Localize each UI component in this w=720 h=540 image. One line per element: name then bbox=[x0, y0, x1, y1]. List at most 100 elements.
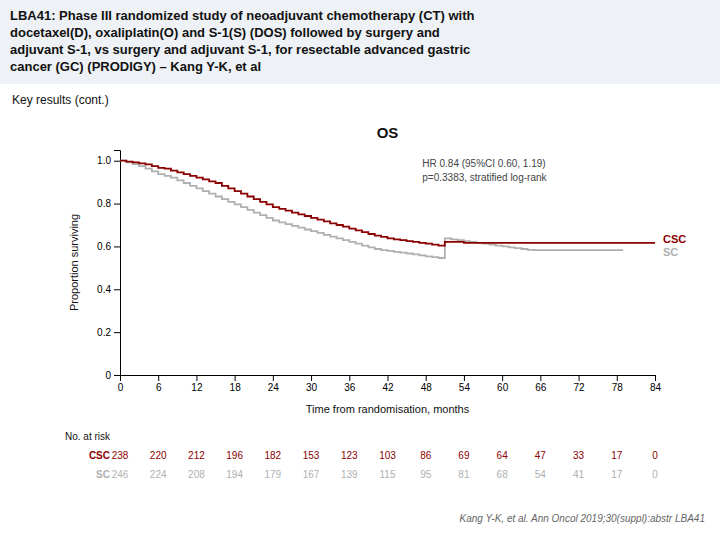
series-line bbox=[120, 161, 655, 246]
x-tick-label: 18 bbox=[230, 382, 242, 393]
at-risk-value: 33 bbox=[573, 450, 585, 461]
at-risk-value: 212 bbox=[188, 450, 205, 461]
at-risk-value: 196 bbox=[226, 450, 243, 461]
y-tick: 0.6 bbox=[97, 241, 120, 252]
x-tick-label: 12 bbox=[191, 382, 203, 393]
x-tick: 18 bbox=[230, 375, 242, 393]
y-tick-mark bbox=[114, 161, 120, 162]
y-tick-label: 0.6 bbox=[97, 241, 111, 252]
page-title: LBA41: Phase III randomized study of neo… bbox=[10, 8, 475, 74]
y-tick: 0.2 bbox=[97, 327, 120, 338]
x-tick-label: 48 bbox=[421, 382, 433, 393]
y-axis-title: Proportion surviving bbox=[68, 214, 80, 311]
at-risk-value: 103 bbox=[379, 450, 396, 461]
x-tick: 42 bbox=[382, 375, 394, 393]
x-tick-label: 60 bbox=[497, 382, 509, 393]
x-tick-label: 42 bbox=[382, 382, 394, 393]
x-tick-mark bbox=[196, 375, 197, 381]
at-risk-value: 54 bbox=[535, 469, 547, 480]
x-tick-mark bbox=[502, 375, 503, 381]
footnote: Kang Y-K, et al. Ann Oncol 2019;30(suppl… bbox=[459, 513, 705, 524]
x-tick-label: 6 bbox=[156, 382, 162, 393]
y-tick-mark bbox=[114, 289, 120, 290]
x-tick: 12 bbox=[191, 375, 203, 393]
x-tick-mark bbox=[388, 375, 389, 381]
x-tick: 36 bbox=[344, 375, 356, 393]
plot-title: OS bbox=[377, 124, 399, 141]
at-risk-row-label: SC bbox=[96, 469, 110, 480]
annotation-line: HR 0.84 (95%CI 0.60, 1.19) bbox=[422, 158, 545, 169]
x-tick-mark bbox=[464, 375, 465, 381]
at-risk-row-label: CSC bbox=[89, 450, 110, 461]
x-tick: 84 bbox=[650, 375, 662, 393]
at-risk-title: No. at risk bbox=[65, 431, 111, 442]
y-tick: 0 bbox=[105, 370, 120, 381]
x-tick-label: 54 bbox=[459, 382, 471, 393]
at-risk-value: 123 bbox=[341, 450, 358, 461]
x-tick: 72 bbox=[574, 375, 586, 393]
at-risk-value: 69 bbox=[458, 450, 470, 461]
at-risk-value: 208 bbox=[188, 469, 205, 480]
y-tick: 0.8 bbox=[97, 198, 120, 209]
y-tick-mark bbox=[114, 332, 120, 333]
page-title-line: docetaxel(D), oxaliplatin(O) and S-1(S) … bbox=[10, 25, 440, 40]
y-tick-label: 0.4 bbox=[97, 284, 111, 295]
x-tick-mark bbox=[579, 375, 580, 381]
y-tick: 0.4 bbox=[97, 284, 120, 295]
at-risk-value: 95 bbox=[420, 469, 432, 480]
at-risk-value: 246 bbox=[112, 469, 129, 480]
at-risk-value: 68 bbox=[497, 469, 509, 480]
plot-marks bbox=[120, 161, 655, 258]
page-title-line: LBA41: Phase III randomized study of neo… bbox=[10, 8, 475, 23]
x-axis-line bbox=[121, 376, 656, 382]
x-tick-label: 78 bbox=[612, 382, 624, 393]
at-risk-value: 220 bbox=[150, 450, 167, 461]
x-tick: 48 bbox=[421, 375, 433, 393]
at-risk-value: 41 bbox=[573, 469, 585, 480]
x-tick-label: 84 bbox=[650, 382, 662, 393]
chart: LBA41: Phase III randomized study of neo… bbox=[0, 0, 720, 540]
at-risk-value: 47 bbox=[535, 450, 547, 461]
y-tick-label: 1.0 bbox=[97, 155, 111, 166]
x-tick-label: 36 bbox=[344, 382, 356, 393]
at-risk-value: 81 bbox=[458, 469, 470, 480]
y-axis: 0 0.2 0.4 0.6 0.8 1.0 bbox=[97, 151, 120, 381]
x-tick-label: 0 bbox=[118, 382, 124, 393]
at-risk-value: 17 bbox=[611, 469, 623, 480]
annotation: HR 0.84 (95%CI 0.60, 1.19)p=0.3383, stra… bbox=[422, 158, 547, 183]
legend-label: CSC bbox=[663, 233, 686, 245]
x-tick: 54 bbox=[459, 375, 471, 393]
x-tick: 78 bbox=[612, 375, 624, 393]
page-title-line: cancer (GC) (PRODIGY) – Kang Y-K, et al bbox=[10, 59, 261, 74]
x-tick-mark bbox=[655, 375, 656, 381]
at-risk-value: 86 bbox=[420, 450, 432, 461]
y-axis-line bbox=[114, 151, 121, 376]
at-risk-value: 17 bbox=[611, 450, 623, 461]
y-tick-label: 0 bbox=[105, 370, 111, 381]
x-axis-title: Time from randomisation, months bbox=[306, 403, 470, 415]
legend-label: SC bbox=[663, 246, 678, 258]
y-tick-label: 0.8 bbox=[97, 198, 111, 209]
x-tick-mark bbox=[273, 375, 274, 381]
x-tick: 66 bbox=[535, 375, 547, 393]
x-tick-label: 24 bbox=[268, 382, 280, 393]
at-risk-value: 182 bbox=[265, 450, 282, 461]
x-tick: 0 bbox=[118, 375, 124, 393]
page-title-line: adjuvant S-1, vs surgery and adjuvant S-… bbox=[10, 42, 470, 57]
x-tick-label: 72 bbox=[574, 382, 586, 393]
at-risk-value: 224 bbox=[150, 469, 167, 480]
x-tick-mark bbox=[158, 375, 159, 381]
x-tick-label: 66 bbox=[535, 382, 547, 393]
at-risk-value: 64 bbox=[497, 450, 509, 461]
at-risk-value: 179 bbox=[265, 469, 282, 480]
header-band bbox=[0, 0, 720, 84]
x-tick: 60 bbox=[497, 375, 509, 393]
x-tick: 24 bbox=[268, 375, 280, 393]
x-tick: 6 bbox=[156, 375, 162, 393]
at-risk-value: 167 bbox=[303, 469, 320, 480]
y-tick-mark bbox=[114, 204, 120, 205]
at-risk-value: 238 bbox=[112, 450, 129, 461]
x-tick-mark bbox=[311, 375, 312, 381]
x-tick-mark bbox=[426, 375, 427, 381]
x-axis: 0612182430364248546066727884 bbox=[118, 375, 662, 393]
